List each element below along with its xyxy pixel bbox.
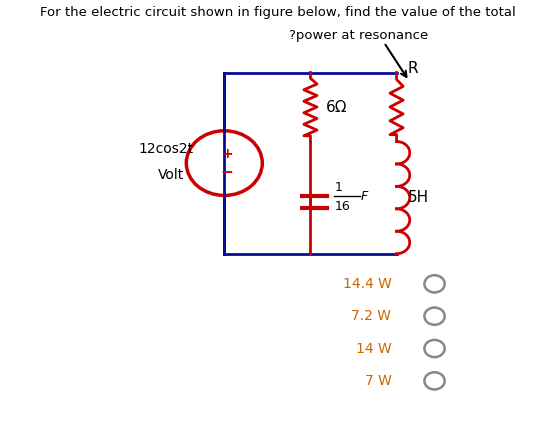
Text: +: + — [221, 147, 233, 161]
Text: R: R — [408, 61, 418, 76]
Text: Volt: Volt — [158, 168, 184, 182]
Text: 14.4 W: 14.4 W — [342, 277, 391, 291]
Text: 7.2 W: 7.2 W — [351, 309, 391, 323]
Text: 7 W: 7 W — [365, 374, 391, 388]
Text: ?power at resonance: ?power at resonance — [289, 30, 428, 43]
Text: For the electric circuit shown in figure below, find the value of the total: For the electric circuit shown in figure… — [39, 6, 516, 19]
Text: 16: 16 — [334, 200, 350, 213]
Text: 5H: 5H — [408, 190, 429, 205]
Text: −: − — [220, 165, 233, 180]
Text: 6Ω: 6Ω — [326, 99, 347, 115]
Text: 12cos2t: 12cos2t — [139, 142, 194, 156]
Text: 1: 1 — [334, 181, 342, 194]
Text: 14 W: 14 W — [356, 342, 391, 355]
Text: F: F — [361, 190, 368, 203]
